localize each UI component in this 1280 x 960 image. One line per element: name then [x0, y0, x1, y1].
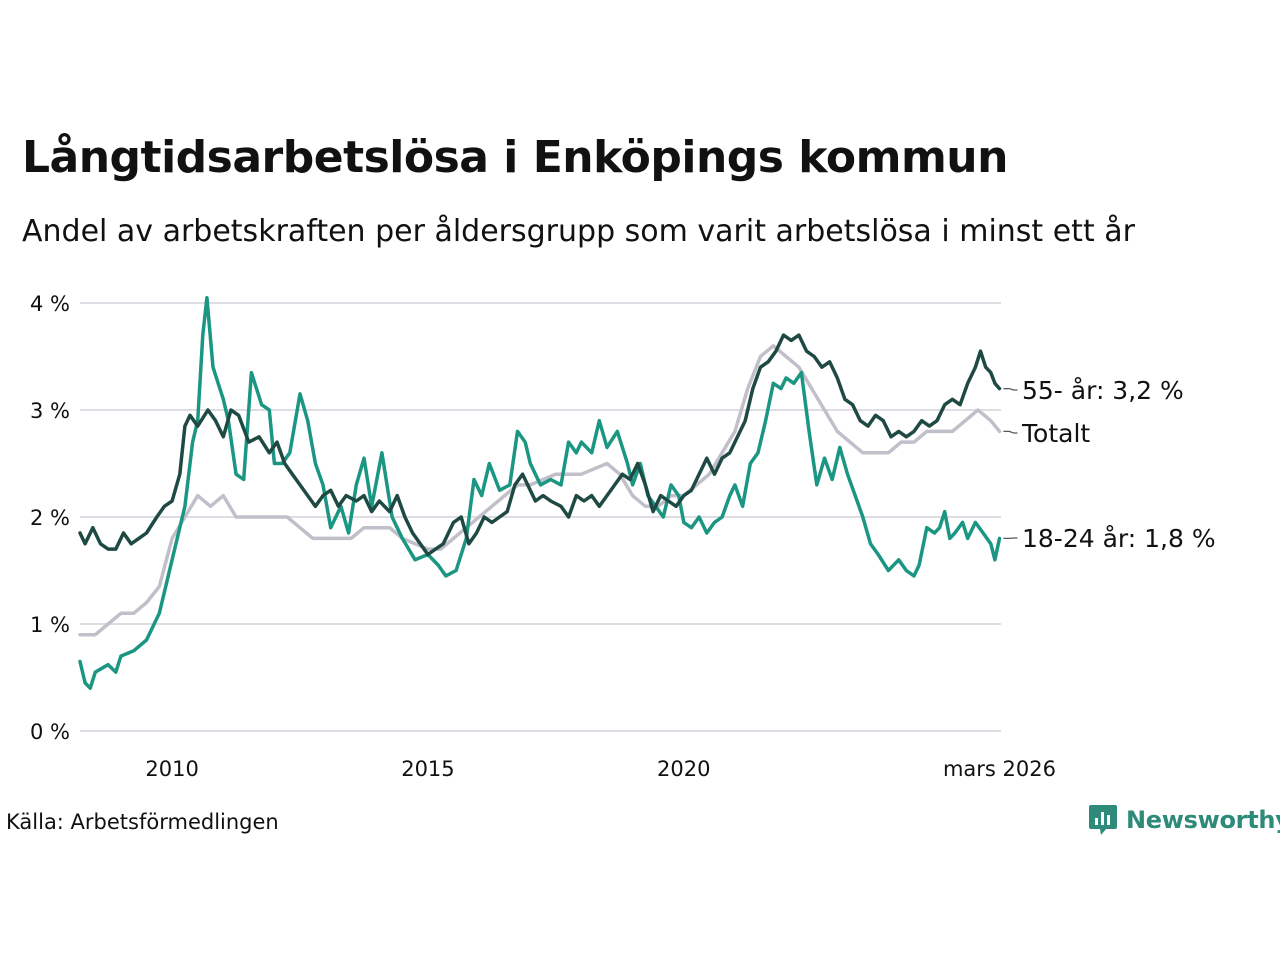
chart-title: Långtidsarbetslösa i Enköpings kommun	[22, 132, 1008, 183]
y-tick-label: 0 %	[30, 720, 70, 744]
series-end-label-total: Totalt	[1021, 419, 1090, 448]
x-tick-label: mars 2026	[943, 757, 1056, 781]
newsworthy-logo-icon	[1089, 805, 1117, 835]
series-line-total	[78, 344, 1002, 637]
x-tick-label: 2015	[401, 757, 454, 781]
x-axis-ticks: 2010 2015 2020 mars 2026	[145, 757, 1056, 781]
series-line-young	[78, 295, 1002, 690]
chart-subtitle: Andel av arbetskraften per åldersgrupp s…	[22, 214, 1135, 249]
series-end-labels: Totalt 18-24 år: 1,8 % 55- år: 3,2 %	[1003, 376, 1216, 553]
y-tick-label: 4 %	[30, 292, 70, 316]
source-note: Källa: Arbetsförmedlingen	[6, 810, 279, 834]
y-tick-label: 3 %	[30, 399, 70, 423]
label-connector-total	[1003, 430, 1018, 434]
series-end-label-young: 18-24 år: 1,8 %	[1022, 524, 1216, 553]
x-tick-label: 2010	[145, 757, 198, 781]
brand-logo: Newsworthy	[1088, 803, 1280, 837]
series-lines	[78, 295, 1002, 690]
y-axis-ticks: 0 % 1 % 2 % 3 % 4 %	[30, 292, 70, 744]
series-end-label-s55: 55- år: 3,2 %	[1022, 376, 1184, 405]
brand-name: Newsworthy	[1126, 806, 1280, 834]
series-line-s55	[78, 333, 1002, 557]
label-connector-s55	[1003, 388, 1018, 391]
y-tick-label: 1 %	[30, 613, 70, 637]
x-tick-label: 2020	[657, 757, 710, 781]
y-tick-label: 2 %	[30, 506, 70, 530]
